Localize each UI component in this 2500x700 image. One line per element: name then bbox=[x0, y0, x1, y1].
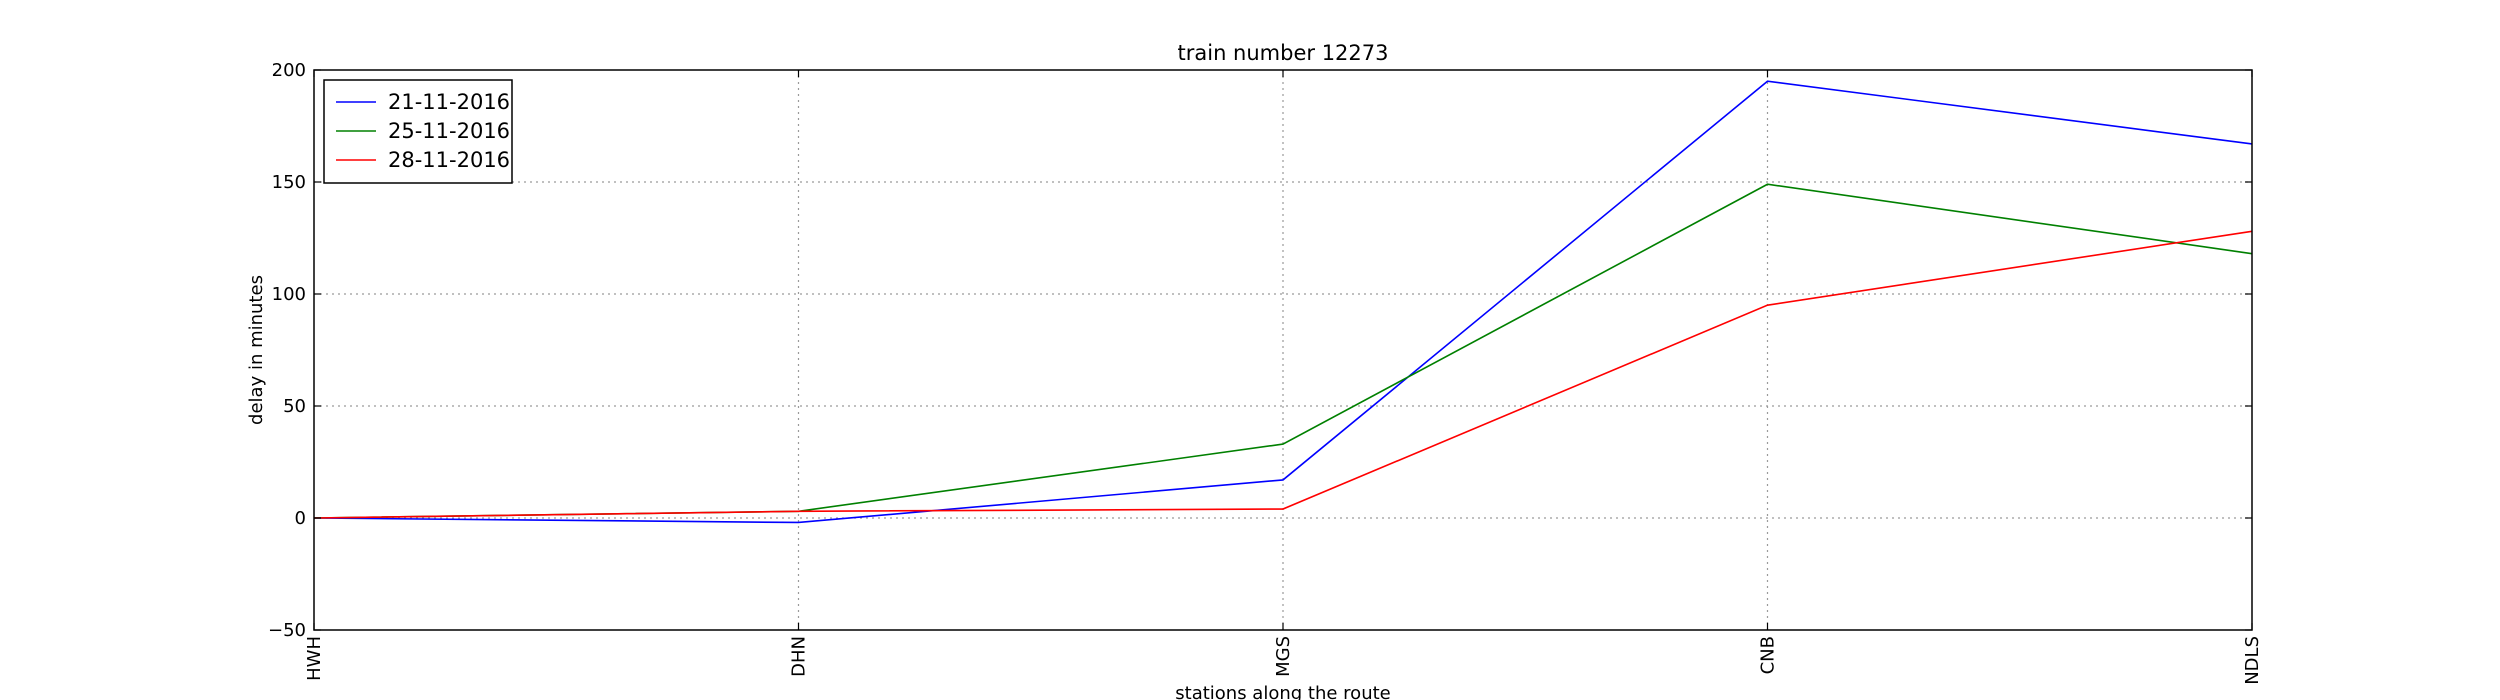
y-tick-label: 200 bbox=[272, 60, 306, 81]
y-axis-ticks: −50 0 50 100 150 200 bbox=[268, 60, 2252, 641]
y-tick-label: 150 bbox=[272, 172, 306, 193]
chart-title: train number 12273 bbox=[1178, 41, 1389, 65]
series-line-21-11-2016 bbox=[313, 80, 2253, 524]
x-tick-label: MGS bbox=[1273, 636, 1294, 677]
series-line-28-11-2016 bbox=[313, 230, 2253, 519]
legend-label: 21-11-2016 bbox=[388, 90, 510, 114]
y-tick-label: 50 bbox=[283, 396, 306, 417]
y-tick-label: −50 bbox=[268, 620, 306, 641]
x-tick-label: NDLS bbox=[2242, 636, 2263, 685]
series-lines bbox=[313, 80, 2253, 524]
legend: 21-11-2016 25-11-2016 28-11-2016 bbox=[323, 79, 513, 184]
x-tick-label: HWH bbox=[304, 636, 325, 681]
legend-label: 25-11-2016 bbox=[388, 119, 510, 143]
y-axis-title: delay in minutes bbox=[246, 275, 267, 425]
y-tick-label: 100 bbox=[272, 284, 306, 305]
x-axis-title: stations along the route bbox=[1175, 683, 1390, 700]
y-tick-label: 0 bbox=[295, 508, 306, 529]
x-axis-ticks: HWH DHN MGS CNB NDLS bbox=[304, 70, 2263, 685]
legend-label: 28-11-2016 bbox=[388, 148, 510, 172]
x-tick-label: DHN bbox=[789, 636, 810, 677]
x-tick-label: CNB bbox=[1758, 636, 1779, 674]
grid bbox=[314, 70, 2252, 630]
